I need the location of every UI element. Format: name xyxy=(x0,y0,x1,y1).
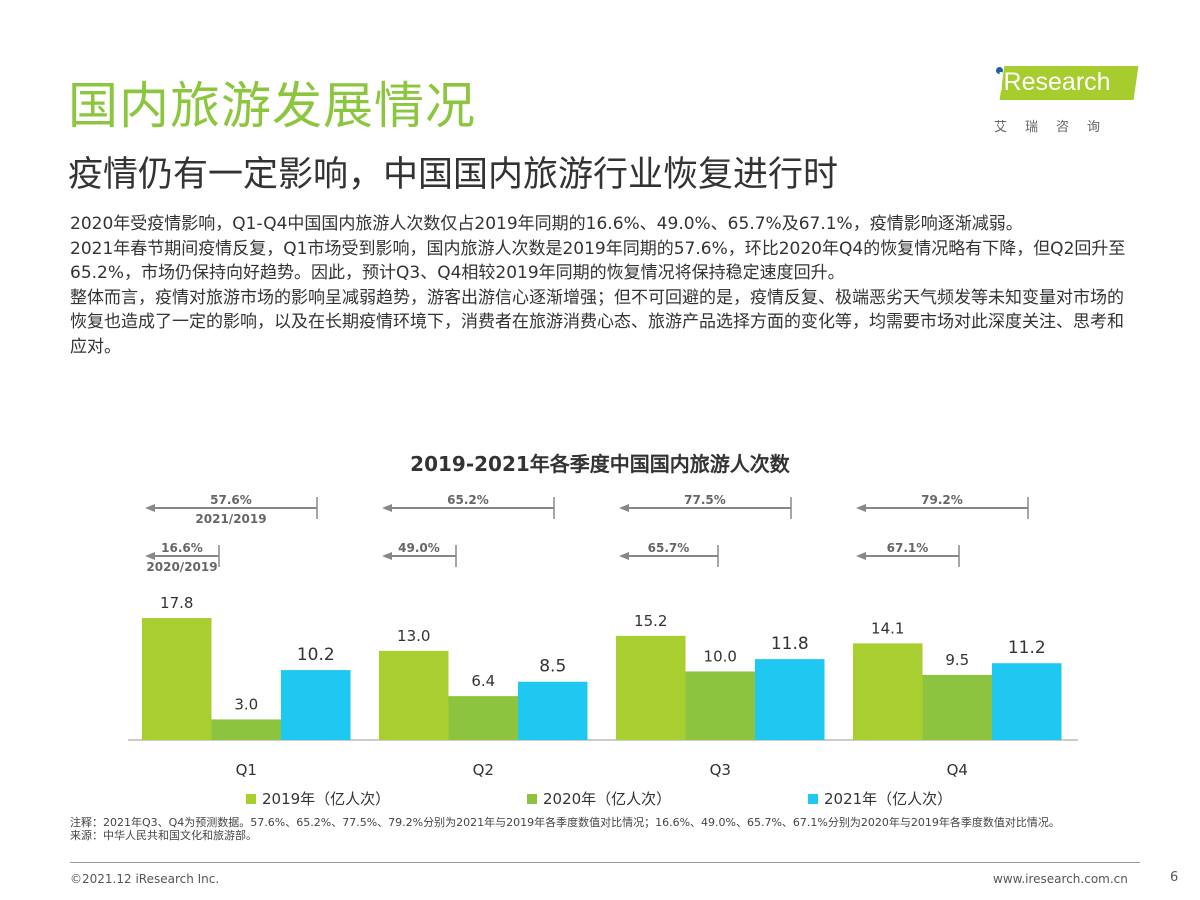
bar-Q3-2020 xyxy=(685,671,755,740)
ratio-2021-2019-arrow-arrowhead xyxy=(856,504,866,512)
data-label: 11.2 xyxy=(1008,638,1046,658)
bar-Q4-2019 xyxy=(853,643,923,740)
ratio-2021-2019-arrow-sublabel: 2021/2019 xyxy=(195,512,266,526)
data-label: 8.5 xyxy=(539,657,566,677)
paragraph: 整体而言，疫情对旅游市场的影响呈减弱趋势，游客出游信心逐渐增强；但不可回避的是，… xyxy=(70,287,1124,357)
bar-Q1-2021 xyxy=(281,670,351,740)
bar-Q4-2020 xyxy=(922,674,992,740)
ratio-2021-2019-arrow-arrowhead xyxy=(382,504,392,512)
ratio-2020-2019-arrow-label: 65.7% xyxy=(648,541,690,555)
ratio-2021-2019-arrow-label: 57.6% xyxy=(210,493,252,507)
bar-Q2-2020 xyxy=(448,696,518,740)
legend-item-2021: 2021年（亿人次） xyxy=(808,788,952,809)
bar-Q2-2019 xyxy=(379,650,449,740)
footer-divider xyxy=(70,862,1140,863)
data-label: 17.8 xyxy=(160,594,193,612)
legend-label: 2019年（亿人次） xyxy=(262,790,391,808)
chart-notes: 注释：2021年Q3、Q4为预测数据。57.6%、65.2%、77.5%、79.… xyxy=(70,816,1140,842)
data-label: 10.2 xyxy=(297,645,335,665)
page-subtitle: 疫情仍有一定影响，中国国内旅游行业恢复进行时 xyxy=(68,155,839,195)
legend-swatch xyxy=(527,793,537,804)
bar-Q2-2021 xyxy=(518,681,588,740)
legend-swatch xyxy=(808,793,818,804)
page-number: 6 xyxy=(1170,870,1179,885)
data-label: 9.5 xyxy=(945,651,969,669)
body-text: 2020年受疫情影响，Q1-Q4中国国内旅游人次数仅占2019年同期的16.6%… xyxy=(70,212,1130,359)
x-tick-label: Q2 xyxy=(473,761,494,779)
bar-Q3-2019 xyxy=(616,635,686,740)
ratio-2020-2019-arrow-label: 67.1% xyxy=(887,541,929,555)
logo-text: iResearch xyxy=(998,68,1111,96)
page-title: 国内旅游发展情况 xyxy=(68,77,476,135)
legend-label: 2021年（亿人次） xyxy=(824,790,953,808)
data-label: 11.8 xyxy=(771,634,809,654)
x-tick-label: Q3 xyxy=(710,761,731,779)
legend-item-2020: 2020年（亿人次） xyxy=(527,788,671,809)
ratio-2020-2019-arrow-sublabel: 2020/2019 xyxy=(146,560,217,574)
iresearch-logo: iResearch 艾瑞咨询 xyxy=(994,62,1144,142)
data-label: 10.0 xyxy=(704,647,737,665)
copyright: ©2021.12 iResearch Inc. xyxy=(70,872,220,886)
ratio-2021-2019-arrow-label: 79.2% xyxy=(921,493,963,507)
ratio-2021-2019-arrow-label: 65.2% xyxy=(447,493,489,507)
ratio-2020-2019-arrow-arrowhead xyxy=(619,552,629,560)
ratio-2021-2019-arrow-arrowhead xyxy=(145,504,155,512)
ratio-2021-2019-arrow-label: 77.5% xyxy=(684,493,726,507)
ratio-2020-2019-arrow-arrowhead xyxy=(856,552,866,560)
paragraph: 2021年春节期间疫情反复，Q1市场受到影响，国内旅游人次数是2019年同期的5… xyxy=(70,238,1126,284)
ratio-2020-2019-arrow-label: 49.0% xyxy=(398,541,440,555)
ratio-2020-2019-arrow-arrowhead xyxy=(145,552,155,560)
legend-item-2019: 2019年（亿人次） xyxy=(246,788,390,809)
legend-swatch xyxy=(246,793,256,804)
x-tick-label: Q1 xyxy=(236,761,257,779)
data-label: 14.1 xyxy=(871,619,904,637)
ratio-2020-2019-arrow-label: 16.6% xyxy=(161,541,203,555)
paragraph: 2020年受疫情影响，Q1-Q4中国国内旅游人次数仅占2019年同期的16.6%… xyxy=(70,214,1023,234)
data-label: 13.0 xyxy=(397,627,430,645)
chart-title: 2019-2021年各季度中国国内旅游人次数 xyxy=(410,452,790,476)
website-link[interactable]: www.iresearch.com.cn xyxy=(993,872,1128,886)
data-label: 3.0 xyxy=(234,695,258,713)
ratio-2020-2019-arrow-arrowhead xyxy=(382,552,392,560)
bar-Q4-2021 xyxy=(992,663,1062,740)
bar-Q1-2020 xyxy=(211,719,281,740)
ratio-2021-2019-arrow-arrowhead xyxy=(619,504,629,512)
source: 来源：中华人民共和国文化和旅游部。 xyxy=(70,829,257,842)
x-tick-label: Q4 xyxy=(947,761,968,779)
legend-label: 2020年（亿人次） xyxy=(543,790,672,808)
data-label: 15.2 xyxy=(634,612,667,630)
bar-Q3-2021 xyxy=(755,659,825,740)
note: 注释：2021年Q3、Q4为预测数据。57.6%、65.2%、77.5%、79.… xyxy=(70,816,1060,829)
bar-Q1-2019 xyxy=(142,618,212,740)
logo-cn: 艾瑞咨询 xyxy=(994,120,1119,135)
data-label: 6.4 xyxy=(471,672,495,690)
